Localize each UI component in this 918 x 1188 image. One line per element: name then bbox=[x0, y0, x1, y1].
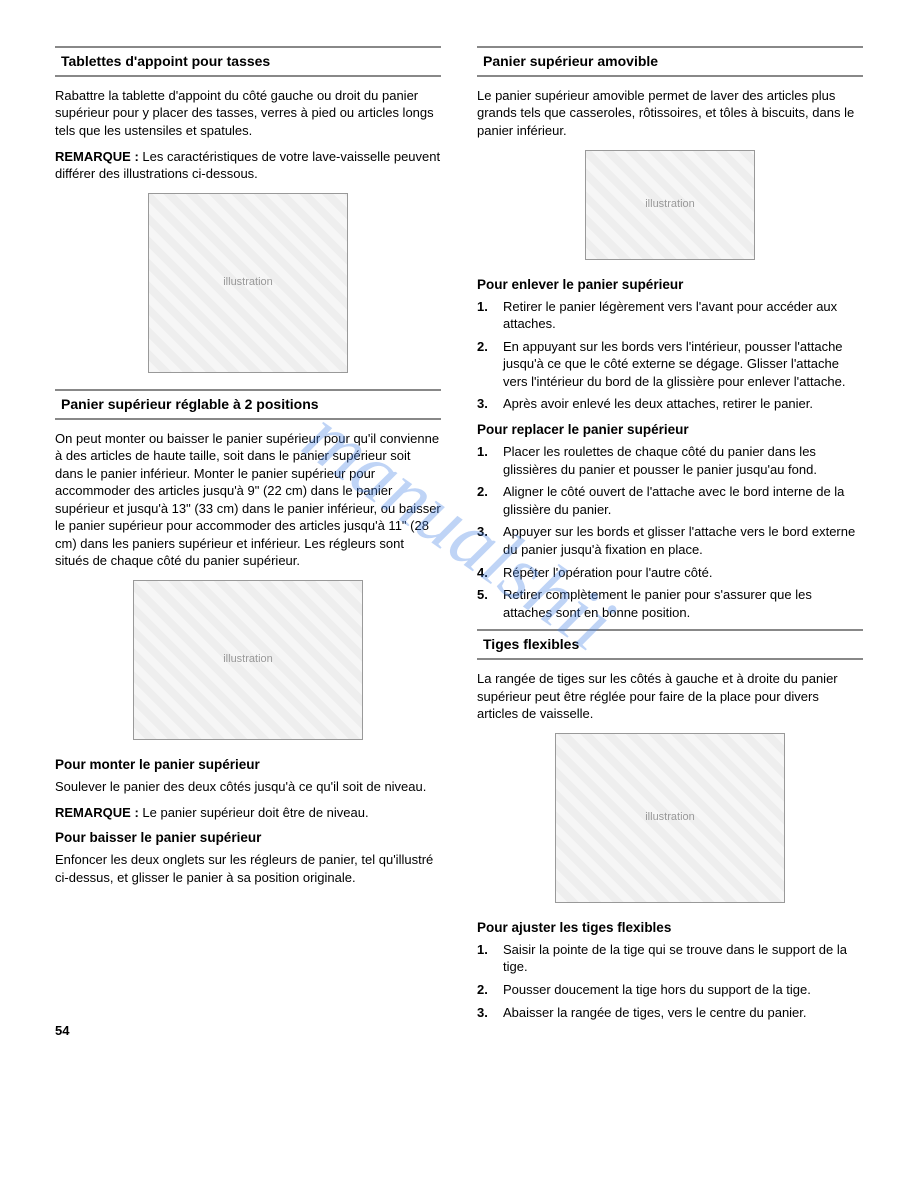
list-item: 1. Saisir la pointe de la tige qui se tro… bbox=[477, 941, 863, 976]
body-text: Enfoncer les deux onglets sur les régleu… bbox=[55, 851, 441, 886]
list-item: 3. Après avoir enlevé les deux attaches, … bbox=[477, 395, 863, 413]
page-number: 54 bbox=[55, 1022, 69, 1040]
list-text: Retirer complètement le panier pour s'as… bbox=[503, 586, 863, 621]
list-item: 2. Aligner le côté ouvert de l'attache av… bbox=[477, 483, 863, 518]
body-text: REMARQUE : Les caractéristiques de votre… bbox=[55, 148, 441, 183]
note-text: Le panier supérieur doit être de niveau. bbox=[139, 805, 369, 820]
body-text: Soulever le panier des deux côtés jusqu'… bbox=[55, 778, 441, 796]
list-text: Saisir la pointe de la tige qui se trouv… bbox=[503, 941, 863, 976]
heading-panier-reglable: Panier supérieur réglable à 2 positions bbox=[55, 389, 441, 420]
list-text: Placer les roulettes de chaque côté du p… bbox=[503, 443, 863, 478]
list-text: Aligner le côté ouvert de l'attache avec… bbox=[503, 483, 863, 518]
figure-cup-shelf: illustration bbox=[55, 193, 441, 373]
list-item: 2. Pousser doucement la tige hors du supp… bbox=[477, 981, 863, 999]
list-replacer: 1. Placer les roulettes de chaque côté du… bbox=[477, 443, 863, 621]
page-columns: Tablettes d'appoint pour tasses Rabattre… bbox=[55, 40, 863, 1029]
list-text: Abaisser la rangée de tiges, vers le cen… bbox=[503, 1004, 807, 1022]
list-number: 3. bbox=[477, 395, 493, 413]
list-item: 1. Retirer le panier légèrement vers l'av… bbox=[477, 298, 863, 333]
body-text: Rabattre la tablette d'appoint du côté g… bbox=[55, 87, 441, 140]
list-number: 2. bbox=[477, 981, 493, 999]
list-number: 4. bbox=[477, 564, 493, 582]
subheading-replacer: Pour replacer le panier supérieur bbox=[477, 421, 863, 439]
list-text: Appuyer sur les bords et glisser l'attac… bbox=[503, 523, 863, 558]
list-number: 3. bbox=[477, 1004, 493, 1022]
list-tiges: 1. Saisir la pointe de la tige qui se tro… bbox=[477, 941, 863, 1021]
list-item: 5. Retirer complètement le panier pour s'… bbox=[477, 586, 863, 621]
list-number: 1. bbox=[477, 941, 493, 976]
list-number: 2. bbox=[477, 483, 493, 518]
figure-remove-rack: illustration bbox=[477, 150, 863, 260]
heading-tablettes: Tablettes d'appoint pour tasses bbox=[55, 46, 441, 77]
list-item: 2.En appuyant sur les bords vers l'intér… bbox=[477, 338, 863, 391]
list-number: 1. bbox=[477, 443, 493, 478]
list-text: En appuyant sur les bords vers l'intérie… bbox=[503, 338, 863, 391]
right-column: Panier supérieur amovible Le panier supé… bbox=[477, 40, 863, 1029]
list-item: 4. Répéter l'opération pour l'autre côté. bbox=[477, 564, 863, 582]
note-label: REMARQUE : bbox=[55, 805, 139, 820]
list-number: 3. bbox=[477, 523, 493, 558]
body-text: REMARQUE : Le panier supérieur doit être… bbox=[55, 804, 441, 822]
subheading-ajuster-tiges: Pour ajuster les tiges flexibles bbox=[477, 919, 863, 937]
figure-adjust-rack: illustration bbox=[55, 580, 441, 740]
list-item: 3. Appuyer sur les bords et glisser l'att… bbox=[477, 523, 863, 558]
illustration-placeholder: illustration bbox=[148, 193, 348, 373]
list-text: Après avoir enlevé les deux attaches, re… bbox=[503, 395, 813, 413]
illustration-placeholder: illustration bbox=[555, 733, 785, 903]
list-number: 1. bbox=[477, 298, 493, 333]
illustration-placeholder: illustration bbox=[133, 580, 363, 740]
list-number: 2. bbox=[477, 338, 493, 391]
list-enlever: 1. Retirer le panier légèrement vers l'av… bbox=[477, 298, 863, 413]
list-number: 5. bbox=[477, 586, 493, 621]
left-column: Tablettes d'appoint pour tasses Rabattre… bbox=[55, 40, 441, 1029]
list-text: Pousser doucement la tige hors du suppor… bbox=[503, 981, 811, 999]
subheading-enlever: Pour enlever le panier supérieur bbox=[477, 276, 863, 294]
heading-panier-amovible: Panier supérieur amovible bbox=[477, 46, 863, 77]
list-item: 1. Placer les roulettes de chaque côté du… bbox=[477, 443, 863, 478]
subheading-baisser: Pour baisser le panier supérieur bbox=[55, 829, 441, 847]
list-text: Retirer le panier légèrement vers l'avan… bbox=[503, 298, 863, 333]
heading-tiges: Tiges flexibles bbox=[477, 629, 863, 660]
note-label: REMARQUE : bbox=[55, 149, 139, 164]
body-text: On peut monter ou baisser le panier supé… bbox=[55, 430, 441, 570]
figure-tines: illustration bbox=[477, 733, 863, 903]
list-text: Répéter l'opération pour l'autre côté. bbox=[503, 564, 712, 582]
body-text: La rangée de tiges sur les côtés à gauch… bbox=[477, 670, 863, 723]
list-item: 3. Abaisser la rangée de tiges, vers le c… bbox=[477, 1004, 863, 1022]
illustration-placeholder: illustration bbox=[585, 150, 755, 260]
body-text: Le panier supérieur amovible permet de l… bbox=[477, 87, 863, 140]
subheading-monter: Pour monter le panier supérieur bbox=[55, 756, 441, 774]
